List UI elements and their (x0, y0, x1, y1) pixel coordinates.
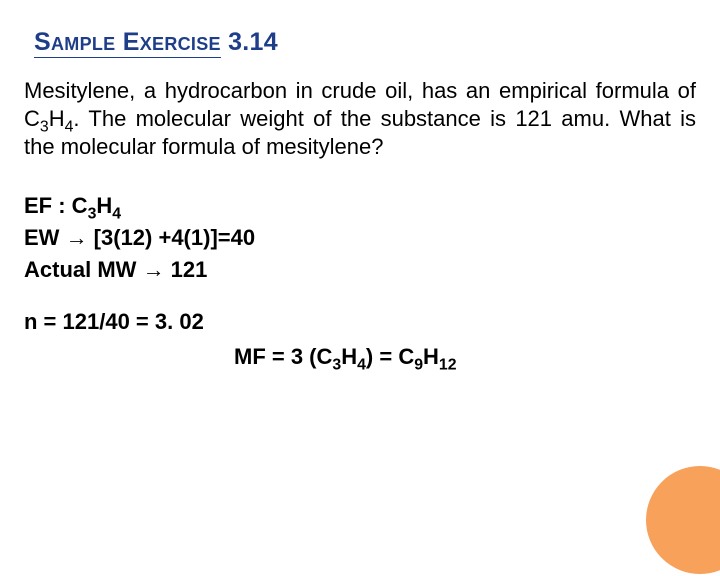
mw-value: 121 (165, 257, 208, 282)
ef-h-sub: 4 (112, 206, 121, 223)
arrow-icon: → (66, 225, 88, 250)
line-n: n = 121/40 = 3. 02 (24, 307, 696, 337)
ew-label: EW (24, 225, 66, 250)
mf-eq: ) = C (366, 344, 414, 369)
ef-sub1: 3 (40, 119, 49, 136)
ef-label: EF : C (24, 193, 88, 218)
line-mf: MF = 3 (C3H4) = C9H12 (234, 342, 696, 372)
solution-block: EF : C3H4 EW → [3(12) +4(1)]=40 Actual M… (24, 191, 696, 371)
problem-text: Mesitylene, a hydrocarbon in crude oil, … (24, 77, 696, 161)
line-mw: Actual MW → 121 (24, 255, 696, 285)
mf-pre: MF = 3 (C (234, 344, 332, 369)
slide: Sample Exercise 3.14 Mesitylene, a hydro… (0, 0, 720, 540)
ew-value: [3(12) +4(1)]=40 (88, 225, 256, 250)
title-number: 3.14 (228, 28, 278, 56)
mf-c3: 3 (332, 357, 341, 374)
mw-label: Actual MW (24, 257, 143, 282)
mf-h12: 12 (439, 357, 457, 374)
mf-c9: 9 (414, 357, 423, 374)
title-word1: Sample (34, 28, 115, 56)
line-ef: EF : C3H4 (24, 191, 696, 221)
slide-title: Sample Exercise 3.14 (34, 28, 696, 57)
line-ew: EW → [3(12) +4(1)]=40 (24, 223, 696, 253)
problem-post: . The molecular weight of the substance … (24, 106, 696, 159)
ef-mid: H (49, 106, 65, 131)
mf-h1: H (341, 344, 357, 369)
title-word2: Exercise (123, 28, 221, 56)
arrow-icon-2: → (143, 257, 165, 282)
ef-h: H (96, 193, 112, 218)
mf-h2: H (423, 344, 439, 369)
mf-h4: 4 (357, 357, 366, 374)
